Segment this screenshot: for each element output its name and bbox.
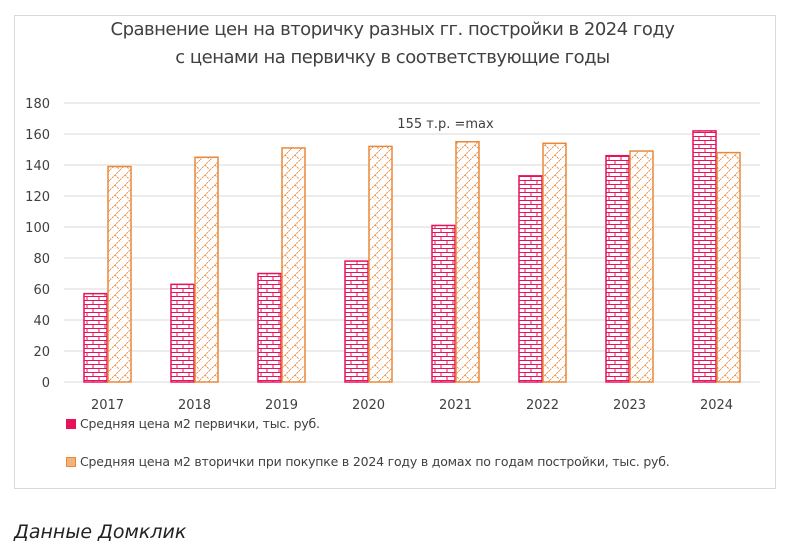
- bar-primary-2020: [344, 260, 369, 383]
- y-tick-label: 0: [42, 376, 50, 391]
- bar-primary-2018: [170, 283, 195, 383]
- bar-secondary-2022: [542, 142, 567, 383]
- bar-secondary-2017: [107, 165, 132, 383]
- x-tick-label: 2020: [352, 398, 385, 413]
- bars: [83, 130, 741, 383]
- y-tick-label: 120: [25, 190, 50, 205]
- legend-label-secondary: Средняя цена м2 вторички при покупке в 2…: [80, 454, 670, 469]
- x-axis-labels: 2017 2018 2019 2020 2021 2022 2023 2024: [91, 398, 733, 413]
- y-tick-label: 180: [25, 97, 50, 112]
- x-tick-label: 2019: [265, 398, 298, 413]
- x-tick-label: 2018: [178, 398, 211, 413]
- bar-primary-2024: [692, 130, 717, 383]
- x-tick-label: 2023: [613, 398, 646, 413]
- annotation-max: 155 т.р. =max: [397, 117, 494, 132]
- x-tick-label: 2017: [91, 398, 124, 413]
- legend-swatch-primary: [66, 418, 76, 429]
- bar-secondary-2019: [281, 147, 306, 383]
- x-tick-label: 2022: [526, 398, 559, 413]
- y-axis-labels: 0 20 40 60 80 100 120 140 160 180: [25, 97, 50, 391]
- bar-primary-2021: [431, 224, 456, 383]
- bar-primary-2019: [257, 272, 282, 383]
- chart-title: Сравнение цен на вторичку разных гг. пос…: [0, 16, 785, 72]
- bar-secondary-2023: [629, 150, 654, 383]
- legend-item-secondary: Средняя цена м2 вторички при покупке в 2…: [66, 454, 670, 469]
- bar-secondary-2018: [194, 156, 219, 383]
- y-tick-label: 60: [33, 283, 50, 298]
- bar-primary-2022: [518, 175, 543, 383]
- legend-swatch-secondary: [66, 456, 76, 467]
- source-caption: Данные Домклик: [14, 521, 187, 543]
- y-tick-label: 20: [33, 345, 50, 360]
- legend-label-primary: Средняя цена м2 первички, тыс. руб.: [80, 416, 320, 431]
- bar-secondary-2021: [455, 141, 480, 383]
- x-tick-label: 2024: [700, 398, 733, 413]
- legend-item-primary: Средняя цена м2 первички, тыс. руб.: [66, 416, 320, 431]
- y-tick-label: 40: [33, 314, 50, 329]
- y-tick-label: 140: [25, 159, 50, 174]
- chart-subtitle: с ценами на первичку в соответствующие г…: [175, 47, 610, 68]
- bar-secondary-2024: [716, 151, 741, 383]
- bar-secondary-2020: [368, 145, 393, 383]
- x-tick-label: 2021: [439, 398, 472, 413]
- y-tick-label: 100: [25, 221, 50, 236]
- bar-primary-2017: [83, 292, 108, 383]
- chart-title-line-1: Сравнение цен на вторичку разных гг. пос…: [110, 19, 675, 40]
- y-tick-label: 160: [25, 128, 50, 143]
- gridlines: [64, 102, 760, 383]
- annotations: 155 т.р. =max: [397, 117, 494, 132]
- y-tick-label: 80: [33, 252, 50, 267]
- bar-primary-2023: [605, 154, 630, 383]
